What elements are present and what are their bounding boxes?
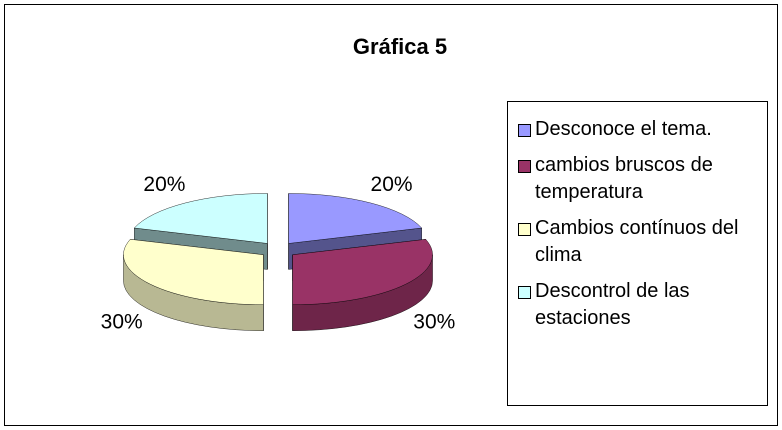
legend-label: Desconoce el tema. (535, 118, 712, 140)
legend-swatch (518, 160, 531, 173)
legend-entry: cambios bruscos de temperatura (518, 152, 759, 206)
chart-title: Gráfica 5 (353, 34, 447, 59)
data-label: 20% (143, 173, 185, 196)
pie-slice (123, 239, 264, 305)
pie-slice (133, 193, 268, 244)
legend-swatch (518, 223, 531, 236)
pie-slice (288, 193, 423, 244)
legend-swatch (518, 124, 531, 137)
legend-label: Descontrol de las estaciones (535, 280, 690, 329)
data-label: 30% (413, 311, 455, 334)
legend-entry: Cambios contínuos del clima (518, 215, 759, 269)
legend-entry: Desconoce el tema. (518, 116, 759, 143)
legend-entry: Descontrol de las estaciones (518, 278, 759, 332)
pie-slice (292, 239, 433, 305)
legend-label: cambios bruscos de temperatura (535, 154, 713, 203)
legend: Desconoce el tema. cambios bruscos de tem… (507, 101, 768, 406)
data-label: 30% (101, 311, 143, 334)
legend-swatch (518, 286, 531, 299)
data-label: 20% (371, 173, 413, 196)
legend-label: Cambios contínuos del clima (535, 217, 739, 266)
